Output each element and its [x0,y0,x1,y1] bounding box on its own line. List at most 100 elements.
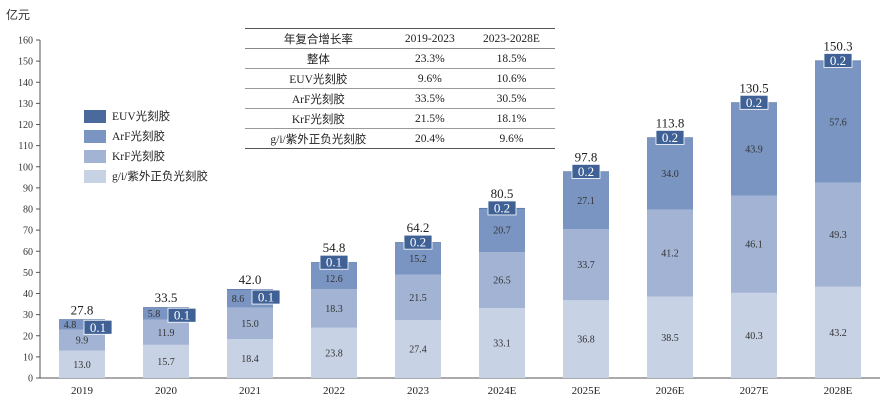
bar-segment [143,344,189,378]
euv-data-label: 0.2 [578,164,594,179]
y-tick-label: 160 [18,36,33,47]
data-label: 23.8 [325,348,343,359]
table-row: 整体 23.3% 18.5% [245,49,555,69]
euv-label-box [571,163,601,179]
table-cell: g/i/紫外正负光刻胶 [270,133,367,146]
table-cell: EUV光刻胶 [289,73,348,86]
table-cell: 整体 [306,53,330,66]
table-cell: 20.4% [414,132,445,145]
total-label: 130.5 [739,80,768,95]
table-row: KrF光刻胶 21.5% 18.1% [245,109,555,129]
data-label: 12.6 [325,274,343,285]
legend-item: KrF光刻胶 [84,146,208,166]
total-label: 150.3 [823,38,852,53]
data-label: 5.8 [148,309,161,320]
bar-segment [815,60,861,183]
x-tick-label: 2028E [824,385,853,397]
total-label: 27.8 [71,302,94,317]
y-tick-label: 60 [23,247,33,258]
bar-segment [59,350,105,378]
x-tick-label: 2021 [239,385,261,397]
euv-label-box [487,200,517,216]
euv-data-label: 0.2 [830,53,846,68]
euv-label-box [319,254,349,270]
table-header: 年复合增长率 [283,33,353,46]
y-tick-label: 100 [18,162,33,173]
euv-label-box [403,234,433,250]
total-label: 64.2 [407,220,430,235]
bar-segment [311,289,357,328]
data-label: 4.8 [64,320,77,331]
bar-segment [731,292,777,378]
euv-data-label: 0.1 [174,308,190,323]
euv-data-label: 0.2 [662,130,678,145]
data-label: 18.4 [241,354,259,365]
table-cell: 9.6% [499,132,524,145]
legend: EUV光刻胶 ArF光刻胶 KrF光刻胶 g/i/紫外正负光刻胶 [84,106,208,186]
data-label: 33.7 [577,260,595,271]
legend-label: g/i/紫外正负光刻胶 [112,171,208,183]
legend-swatch [84,169,106,183]
table-row: EUV光刻胶 9.6% 10.6% [245,69,555,89]
legend-label: EUV光刻胶 [112,111,171,123]
legend-item: ArF光刻胶 [84,126,208,146]
bar-segment [731,102,777,196]
table-cell: 23.3% [414,52,445,65]
data-label: 9.9 [76,336,89,347]
data-label: 49.3 [829,230,847,241]
euv-data-label: 0.2 [746,95,762,110]
bar-segment [815,182,861,287]
table-cell: 10.6% [496,72,527,85]
table-cell: 33.5% [414,92,445,105]
y-tick-label: 10 [23,352,33,363]
data-label: 11.9 [157,328,174,339]
y-tick-label: 20 [23,331,33,342]
table-header: 2019-2023 [404,32,455,45]
legend-swatch [84,109,106,123]
y-tick-label: 70 [23,226,33,237]
bar-segment [143,319,189,345]
bar-segment [563,229,609,301]
bar-segment [227,289,273,290]
data-label: 40.3 [745,331,763,342]
euv-label-box [739,94,769,110]
euv-label-box [167,307,197,323]
data-label: 34.0 [661,169,679,180]
y-tick-label: 90 [23,183,33,194]
x-tick-label: 2024E [488,385,517,397]
total-label: 54.8 [323,240,346,255]
table-row: g/i/紫外正负光刻胶 20.4% 9.6% [245,129,555,149]
bar-segment [59,329,105,351]
total-label: 80.5 [491,186,514,201]
bar-segment [479,208,525,253]
legend-swatch [84,129,106,143]
euv-data-label: 0.1 [326,255,342,270]
data-label: 15.0 [241,319,259,330]
euv-label-box [655,129,685,145]
data-label: 36.8 [577,335,595,346]
y-tick-label: 40 [23,289,33,300]
euv-data-label: 0.2 [494,200,510,215]
data-label: 15.2 [409,254,427,265]
data-label: 33.1 [493,339,511,350]
bar-segment [143,307,189,308]
bar-segment [311,327,357,378]
cagr-table: 年复合增长率 2019-2023 2023-2028E 整体 23.3% 18.5%… [245,28,555,149]
x-tick-label: 2025E [572,385,601,397]
data-label: 41.2 [661,249,679,260]
bar-segment [395,320,441,378]
data-label: 15.7 [157,357,175,368]
bar-segment [731,195,777,293]
legend-swatch [84,149,106,163]
data-label: 18.3 [325,304,343,315]
x-tick-label: 2022 [323,385,345,397]
euv-data-label: 0.1 [258,290,274,305]
table-cell: 18.5% [496,52,527,65]
bar-segment [647,209,693,297]
euv-label-box [823,53,853,68]
x-tick-label: 2019 [71,385,94,397]
total-label: 97.8 [575,149,598,164]
data-label: 38.5 [661,333,679,344]
